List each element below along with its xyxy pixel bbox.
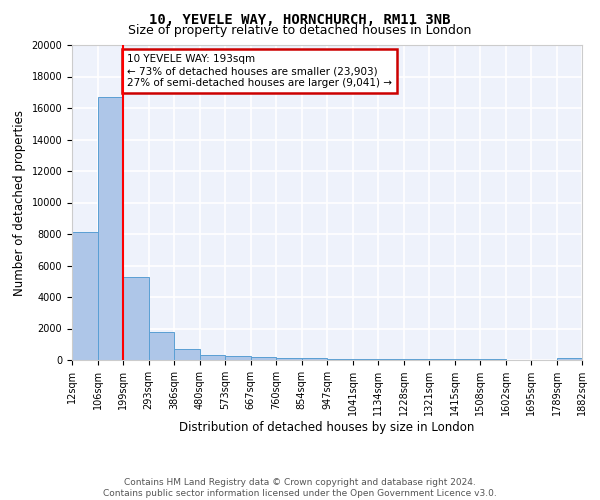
Text: 10 YEVELE WAY: 193sqm
← 73% of detached houses are smaller (23,903)
27% of semi-: 10 YEVELE WAY: 193sqm ← 73% of detached … <box>127 54 392 88</box>
Bar <box>404 359 429 360</box>
Y-axis label: Number of detached properties: Number of detached properties <box>13 110 26 296</box>
Bar <box>302 358 327 360</box>
Bar <box>123 276 149 360</box>
Text: 10, YEVELE WAY, HORNCHURCH, RM11 3NB: 10, YEVELE WAY, HORNCHURCH, RM11 3NB <box>149 12 451 26</box>
Bar <box>327 358 353 360</box>
Bar <box>353 358 378 360</box>
Bar <box>378 359 404 360</box>
Text: Size of property relative to detached houses in London: Size of property relative to detached ho… <box>128 24 472 37</box>
Bar <box>557 358 582 360</box>
Bar <box>72 232 98 360</box>
Bar <box>200 356 225 360</box>
Bar <box>251 357 276 360</box>
Bar <box>174 349 200 360</box>
Bar <box>98 97 123 360</box>
Bar <box>149 332 174 360</box>
Bar <box>276 358 302 360</box>
Bar <box>225 356 251 360</box>
X-axis label: Distribution of detached houses by size in London: Distribution of detached houses by size … <box>179 421 475 434</box>
Bar <box>429 359 455 360</box>
Text: Contains HM Land Registry data © Crown copyright and database right 2024.
Contai: Contains HM Land Registry data © Crown c… <box>103 478 497 498</box>
